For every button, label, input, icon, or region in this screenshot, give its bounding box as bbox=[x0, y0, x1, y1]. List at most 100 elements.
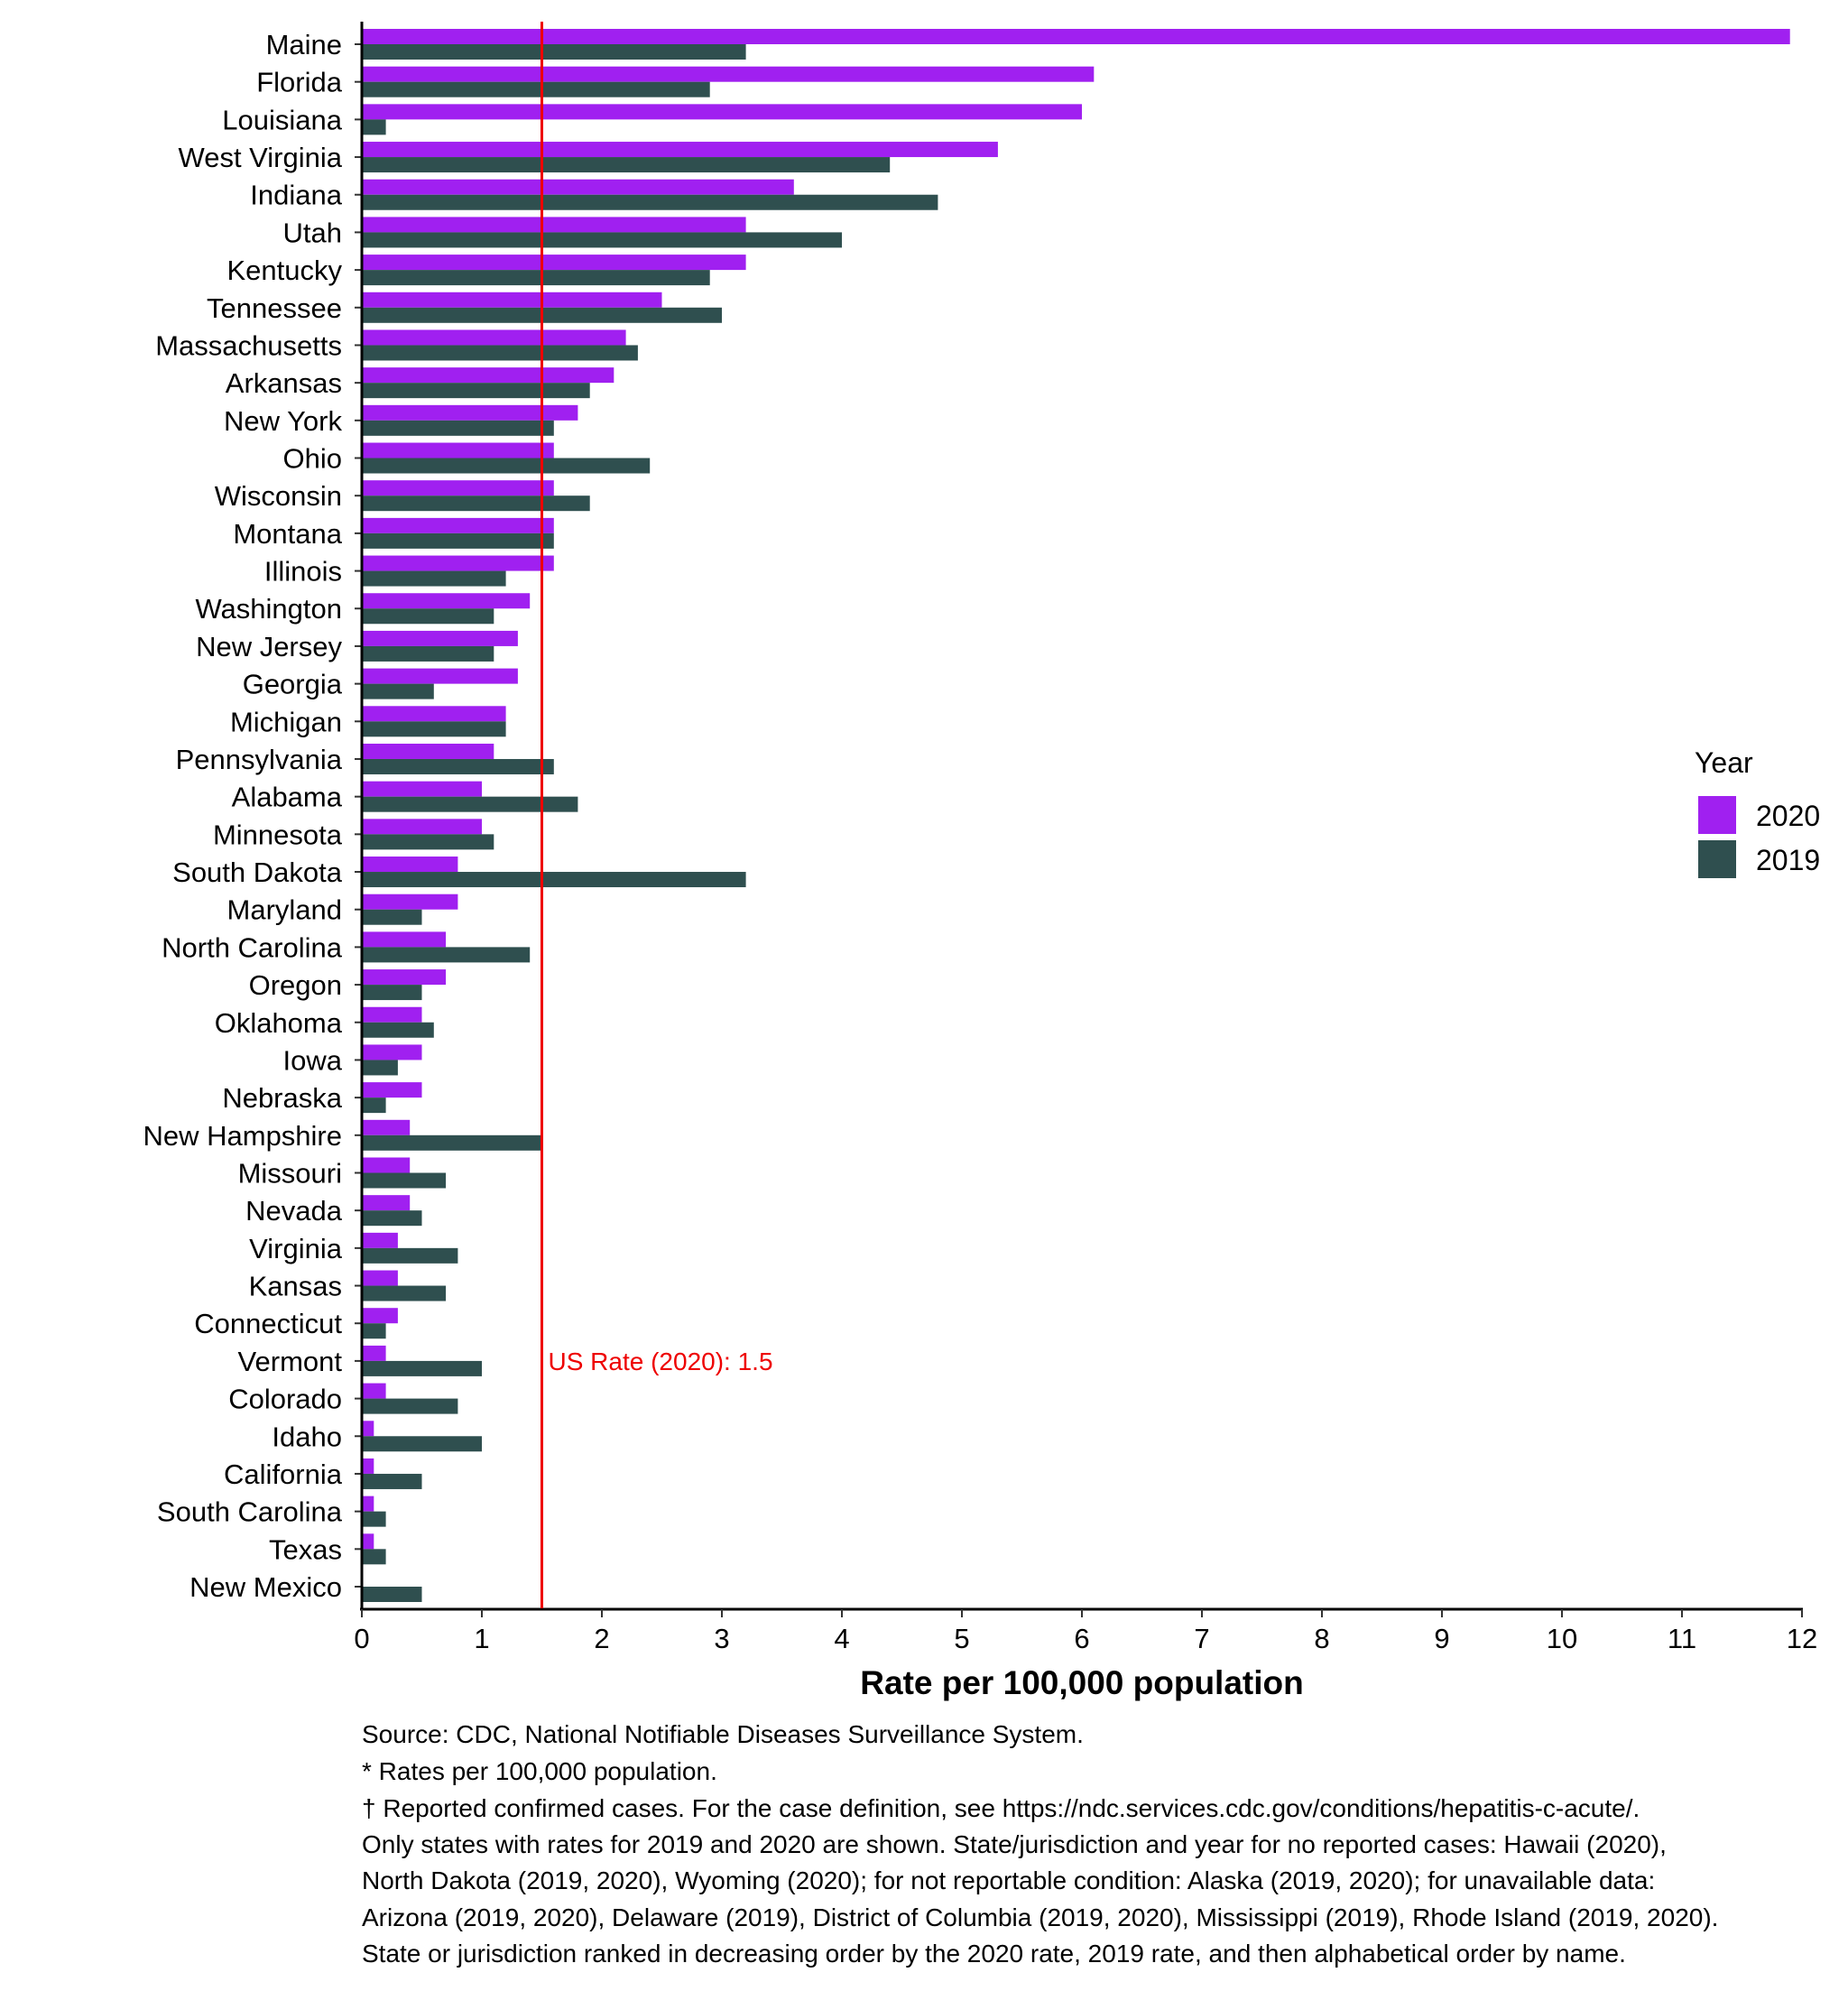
bar-2019-nebraska bbox=[362, 1097, 386, 1114]
bar-2020-kansas bbox=[362, 1270, 398, 1286]
bar-2020-montana bbox=[362, 517, 554, 533]
category-label: North Carolina bbox=[162, 931, 343, 963]
bar-2019-pennsylvania bbox=[362, 758, 554, 774]
category-label: Texas bbox=[269, 1533, 342, 1565]
category-label: Louisiana bbox=[222, 104, 342, 135]
bar-2019-maine bbox=[362, 44, 746, 60]
x-tick-label: 11 bbox=[1668, 1623, 1696, 1654]
bar-2019-west-virginia bbox=[362, 157, 891, 173]
bar-2019-missouri bbox=[362, 1172, 447, 1189]
legend-title: Year bbox=[1695, 746, 1753, 779]
bar-2019-washington bbox=[362, 608, 494, 625]
bar-2020-texas bbox=[362, 1533, 374, 1550]
bar-2019-iowa bbox=[362, 1060, 398, 1076]
bar-2020-west-virginia bbox=[362, 142, 998, 158]
footnote-rates: * Rates per 100,000 population. bbox=[362, 1757, 717, 1785]
category-label: Arkansas bbox=[226, 367, 342, 399]
category-label: Nevada bbox=[245, 1195, 343, 1227]
category-label: Alabama bbox=[232, 782, 343, 813]
x-tick-label: 6 bbox=[1074, 1623, 1089, 1654]
bars-group bbox=[362, 29, 1790, 1602]
category-label: Michigan bbox=[230, 706, 342, 737]
category-label: New Jersey bbox=[196, 631, 342, 662]
x-tick-label: 1 bbox=[474, 1623, 489, 1654]
category-label: Ohio bbox=[283, 443, 342, 475]
bar-2020-colorado bbox=[362, 1383, 386, 1399]
bar-2019-south-dakota bbox=[362, 872, 746, 888]
bar-2019-illinois bbox=[362, 570, 506, 587]
category-label: Indiana bbox=[250, 180, 342, 211]
bar-2020-pennsylvania bbox=[362, 743, 494, 759]
category-label: Vermont bbox=[238, 1346, 343, 1377]
bar-2020-connecticut bbox=[362, 1308, 398, 1324]
bar-2020-michigan bbox=[362, 706, 506, 722]
category-label: Montana bbox=[233, 518, 342, 550]
category-label: West Virginia bbox=[179, 142, 343, 173]
x-tick-label: 4 bbox=[834, 1623, 849, 1654]
bar-2019-louisiana bbox=[362, 119, 386, 135]
category-label: New Mexico bbox=[189, 1571, 342, 1603]
bar-2019-kansas bbox=[362, 1285, 447, 1301]
x-tick-label: 10 bbox=[1547, 1623, 1577, 1654]
category-label: Nebraska bbox=[222, 1082, 342, 1114]
category-label: California bbox=[224, 1459, 343, 1490]
category-label: Washington bbox=[195, 593, 342, 625]
footnote-line-4: Only states with rates for 2019 and 2020… bbox=[362, 1830, 1667, 1858]
footnote-case-definition: † Reported confirmed cases. For the case… bbox=[362, 1794, 1640, 1822]
bar-2019-connecticut bbox=[362, 1323, 386, 1339]
bar-2020-illinois bbox=[362, 555, 554, 571]
bar-2020-virginia bbox=[362, 1232, 398, 1248]
category-label: Oklahoma bbox=[215, 1007, 343, 1039]
footnote-line-5: North Dakota (2019, 2020), Wyoming (2020… bbox=[362, 1866, 1655, 1894]
bar-2019-new-mexico bbox=[362, 1587, 422, 1602]
bar-2019-texas bbox=[362, 1549, 386, 1565]
bar-2019-georgia bbox=[362, 683, 434, 699]
x-tick-label: 5 bbox=[954, 1623, 969, 1654]
bar-2020-maine bbox=[362, 29, 1790, 44]
x-tick-label: 9 bbox=[1434, 1623, 1449, 1654]
footnote-source: Source: CDC, National Notifiable Disease… bbox=[362, 1720, 1084, 1748]
category-label: Maine bbox=[266, 29, 342, 60]
x-tick-label: 7 bbox=[1194, 1623, 1209, 1654]
category-label: New Hampshire bbox=[143, 1120, 342, 1152]
x-tick-label: 3 bbox=[714, 1623, 729, 1654]
bar-2019-maryland bbox=[362, 909, 422, 925]
category-label: Iowa bbox=[283, 1044, 343, 1076]
bar-2019-south-carolina bbox=[362, 1511, 386, 1527]
bar-2020-kentucky bbox=[362, 255, 746, 271]
bar-2020-vermont bbox=[362, 1345, 386, 1361]
category-label: Massachusetts bbox=[155, 329, 342, 361]
bar-2020-missouri bbox=[362, 1157, 411, 1173]
bar-2019-oregon bbox=[362, 985, 422, 1001]
category-label: Pennsylvania bbox=[176, 744, 343, 775]
footnote-line-6: Arizona (2019, 2020), Delaware (2019), D… bbox=[362, 1903, 1718, 1931]
bar-2020-alabama bbox=[362, 781, 482, 797]
bar-2019-ohio bbox=[362, 458, 651, 474]
legend-swatch-2020 bbox=[1698, 796, 1736, 834]
bar-2019-montana bbox=[362, 532, 554, 549]
legend: Year 2020 2019 bbox=[1695, 746, 1820, 878]
category-label: Wisconsin bbox=[215, 480, 342, 512]
bar-2020-florida bbox=[362, 66, 1095, 82]
category-label: Kentucky bbox=[226, 255, 342, 286]
bar-2019-alabama bbox=[362, 796, 578, 812]
bar-2019-colorado bbox=[362, 1398, 458, 1414]
bar-2020-utah bbox=[362, 217, 746, 233]
legend-label-2019: 2019 bbox=[1756, 844, 1820, 876]
bar-2019-florida bbox=[362, 81, 710, 97]
bar-2019-california bbox=[362, 1473, 422, 1489]
bar-2020-iowa bbox=[362, 1044, 422, 1060]
category-label: South Carolina bbox=[157, 1496, 343, 1528]
x-tick-label: 12 bbox=[1787, 1623, 1817, 1654]
us-rate-label: US Rate (2020): 1.5 bbox=[549, 1347, 773, 1375]
bar-2019-oklahoma bbox=[362, 1022, 434, 1038]
bar-2020-new-hampshire bbox=[362, 1119, 411, 1135]
bar-2019-new-jersey bbox=[362, 645, 494, 662]
bar-2020-tennessee bbox=[362, 292, 662, 308]
x-tick-label: 8 bbox=[1314, 1623, 1329, 1654]
category-label: Illinois bbox=[264, 556, 342, 588]
bar-2019-north-carolina bbox=[362, 947, 531, 963]
category-label: Virginia bbox=[249, 1233, 343, 1264]
bar-2019-arkansas bbox=[362, 383, 590, 399]
